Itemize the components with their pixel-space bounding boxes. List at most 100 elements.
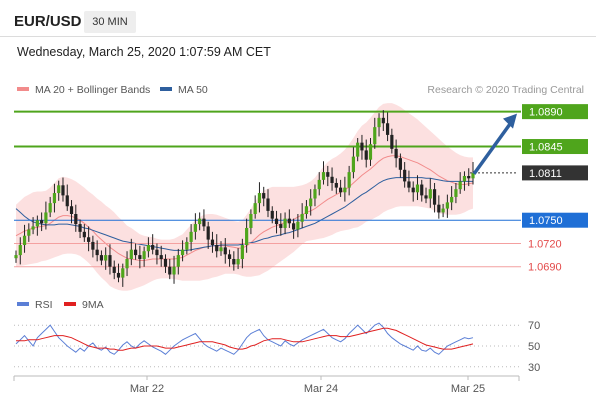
candle bbox=[240, 238, 244, 269]
candle bbox=[176, 248, 180, 275]
candle-body bbox=[279, 224, 283, 228]
candle bbox=[44, 201, 48, 230]
candle-body bbox=[381, 117, 385, 124]
candle-body bbox=[104, 255, 108, 261]
candle bbox=[313, 184, 317, 207]
candle-body bbox=[87, 237, 91, 242]
candle-body bbox=[462, 176, 467, 182]
candle bbox=[189, 224, 193, 252]
candle bbox=[415, 175, 420, 201]
candle-body bbox=[31, 226, 35, 230]
candle-body bbox=[292, 223, 296, 230]
candle bbox=[22, 224, 27, 253]
candle bbox=[163, 254, 168, 273]
candle-body bbox=[454, 189, 458, 197]
candle-body bbox=[61, 185, 65, 196]
candle bbox=[347, 165, 351, 196]
candle bbox=[133, 243, 138, 260]
candle bbox=[441, 203, 445, 218]
candle bbox=[424, 187, 428, 204]
candle-body bbox=[326, 172, 330, 177]
candle bbox=[309, 189, 313, 216]
candle bbox=[151, 234, 155, 255]
candle-body bbox=[210, 239, 215, 246]
candle bbox=[471, 162, 475, 185]
rsi-line bbox=[15, 322, 474, 355]
candle bbox=[78, 219, 82, 239]
candle-body bbox=[304, 206, 309, 214]
candle bbox=[112, 260, 116, 280]
candle-body bbox=[22, 235, 27, 246]
candle-body bbox=[138, 255, 142, 259]
rsi-ma9-line bbox=[16, 327, 474, 351]
candle-body bbox=[189, 231, 193, 242]
candle-body bbox=[82, 231, 86, 238]
candle bbox=[236, 248, 240, 270]
candle-body bbox=[155, 249, 159, 256]
candle bbox=[57, 180, 61, 201]
candle-body bbox=[227, 254, 232, 259]
candle-body bbox=[27, 229, 31, 236]
projection-arrowhead bbox=[503, 113, 517, 129]
candle-body bbox=[407, 181, 411, 188]
candle bbox=[296, 214, 300, 238]
candle bbox=[398, 153, 402, 178]
candle-body bbox=[437, 204, 441, 213]
candle-body bbox=[245, 227, 249, 246]
candle-body bbox=[121, 268, 125, 278]
legend-label: 9MA bbox=[82, 299, 104, 311]
candle bbox=[454, 182, 458, 204]
candle-body bbox=[146, 245, 151, 252]
price-tag-resistance bbox=[522, 104, 588, 120]
candle-body bbox=[321, 172, 326, 180]
candle-body bbox=[411, 187, 415, 193]
candle bbox=[31, 217, 35, 235]
candle bbox=[368, 138, 373, 166]
candle-body bbox=[385, 123, 390, 135]
candle bbox=[330, 167, 334, 191]
candle-body bbox=[458, 181, 462, 190]
candle bbox=[394, 139, 398, 168]
rsi-tick-label: 70 bbox=[528, 320, 540, 332]
candle-body bbox=[377, 117, 381, 128]
candle bbox=[121, 263, 125, 287]
candle bbox=[142, 246, 146, 267]
candle bbox=[185, 237, 189, 255]
legend-swatch bbox=[17, 302, 29, 306]
candle-body bbox=[467, 176, 471, 179]
candle bbox=[262, 186, 266, 207]
candle bbox=[27, 223, 31, 242]
candle bbox=[223, 238, 227, 264]
candle bbox=[343, 176, 347, 202]
candle-body bbox=[450, 196, 454, 203]
candle bbox=[257, 182, 262, 213]
candle-body bbox=[180, 249, 185, 256]
candle bbox=[411, 181, 415, 202]
candle-body bbox=[274, 218, 279, 225]
legend-label: MA 20 + Bollinger Bands bbox=[35, 84, 150, 96]
candle bbox=[116, 263, 121, 283]
candle bbox=[18, 237, 22, 265]
candle bbox=[138, 245, 142, 269]
candle-body bbox=[428, 189, 432, 199]
price-tag-pivot bbox=[522, 212, 588, 228]
candle bbox=[381, 110, 385, 132]
candle bbox=[467, 168, 471, 187]
candle-body bbox=[266, 198, 270, 211]
candle bbox=[180, 240, 185, 262]
candle-body bbox=[48, 203, 52, 213]
candle-body bbox=[394, 148, 398, 159]
candle-body bbox=[338, 187, 343, 193]
legend-swatch bbox=[160, 87, 172, 91]
candle bbox=[227, 249, 232, 267]
candle-body bbox=[317, 179, 321, 190]
candle-body bbox=[215, 245, 219, 252]
candle bbox=[172, 255, 176, 284]
candle-body bbox=[223, 247, 227, 255]
candle bbox=[326, 165, 330, 187]
candle-body bbox=[69, 206, 74, 214]
candle-body bbox=[14, 255, 18, 259]
candle-body bbox=[403, 169, 407, 182]
timeframe-button[interactable]: 30 MIN bbox=[84, 11, 136, 33]
